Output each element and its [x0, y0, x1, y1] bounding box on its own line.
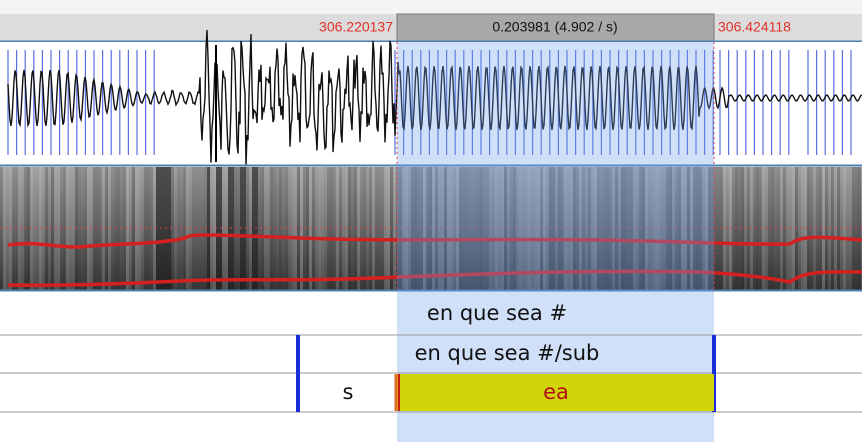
- spectral-column: [102, 167, 105, 290]
- spectral-column: [807, 167, 810, 290]
- selection-duration: 0.203981 (4.902 / s): [492, 19, 617, 35]
- spectral-column: [372, 167, 375, 290]
- spectral-column: [192, 167, 195, 290]
- selection-start: 306.220137: [319, 19, 393, 35]
- spectral-column: [282, 167, 285, 290]
- spectral-column: [177, 167, 180, 290]
- spectral-column: [132, 167, 135, 290]
- tier-label[interactable]: en que sea #: [427, 301, 567, 325]
- spectral-column: [777, 167, 780, 290]
- spectral-column: [792, 167, 795, 290]
- spectral-column: [222, 167, 225, 290]
- textgrid-editor: 306.220137 0.203981 (4.902 / s) 306.4241…: [0, 0, 862, 442]
- top-margin: [0, 0, 862, 14]
- spectral-column: [747, 167, 750, 290]
- tier-label[interactable]: en que sea #/sub: [415, 341, 600, 365]
- spectral-column: [252, 167, 255, 290]
- tier-label[interactable]: ea: [543, 380, 569, 404]
- spectral-column: [72, 167, 75, 290]
- spectral-column: [27, 167, 30, 290]
- spectral-column: [762, 167, 765, 290]
- spectral-column: [297, 167, 300, 290]
- tier-label[interactable]: s: [343, 380, 354, 404]
- spectral-column: [162, 167, 165, 290]
- spectral-column: [12, 167, 15, 290]
- spectral-column: [147, 167, 150, 290]
- spectral-column: [207, 167, 210, 290]
- spectral-column: [387, 167, 390, 290]
- spectral-column: [87, 167, 90, 290]
- spectral-column: [57, 167, 60, 290]
- spectral-column: [312, 167, 315, 290]
- spectral-column: [117, 167, 120, 290]
- spectral-column: [42, 167, 45, 290]
- spectral-column: [327, 167, 330, 290]
- spectral-column: [732, 167, 735, 290]
- spectral-column: [237, 167, 240, 290]
- selection-end: 306.424118: [718, 19, 791, 35]
- spectral-column: [357, 167, 360, 290]
- spectral-column: [342, 167, 345, 290]
- spectral-column: [267, 167, 270, 290]
